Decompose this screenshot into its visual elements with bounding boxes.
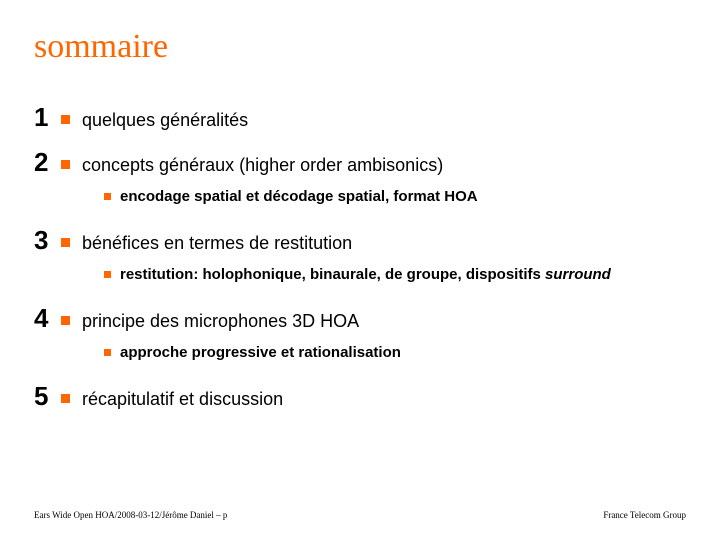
sub-item-label: encodage spatial et décodage spatial, fo… — [120, 188, 478, 205]
sub-text-italic: surround — [545, 266, 611, 283]
slide-title: sommaire — [34, 28, 686, 66]
item-label: concepts généraux (higher order ambisoni… — [82, 155, 443, 176]
item-number: 2 — [34, 147, 53, 178]
square-bullet-icon — [104, 193, 111, 200]
item-label: récapitulatif et discussion — [82, 389, 283, 410]
sub-item-label: approche progressive et rationalisation — [120, 344, 401, 361]
square-bullet-icon — [104, 349, 111, 356]
sub-item-label: restitution: holophonique, binaurale, de… — [120, 266, 611, 283]
sub-item: restitution: holophonique, binaurale, de… — [104, 266, 686, 283]
slide-footer: Ears Wide Open HOA/2008-03-12/Jérôme Dan… — [34, 510, 686, 520]
item-number: 1 — [34, 102, 53, 133]
item-number: 5 — [34, 381, 53, 412]
toc-item: 3 bénéfices en termes de restitution res… — [34, 225, 686, 289]
footer-left: Ears Wide Open HOA/2008-03-12/Jérôme Dan… — [34, 510, 227, 520]
toc-item: 1 quelques généralités — [34, 102, 686, 133]
toc-item: 5 récapitulatif et discussion — [34, 381, 686, 412]
square-bullet-icon — [104, 271, 111, 278]
square-bullet-icon — [61, 394, 70, 403]
item-label: quelques généralités — [82, 110, 248, 131]
sub-text-plain: restitution: holophonique, binaurale, de… — [120, 266, 545, 283]
item-label: principe des microphones 3D HOA — [82, 311, 359, 332]
sub-item: encodage spatial et décodage spatial, fo… — [104, 188, 686, 205]
toc-item: 4 principe des microphones 3D HOA approc… — [34, 303, 686, 367]
square-bullet-icon — [61, 115, 70, 124]
item-number: 3 — [34, 225, 53, 256]
item-number: 4 — [34, 303, 53, 334]
square-bullet-icon — [61, 316, 70, 325]
item-label: bénéfices en termes de restitution — [82, 233, 352, 254]
toc-list: 1 quelques généralités 2 concepts généra… — [34, 102, 686, 412]
footer-right: France Telecom Group — [603, 510, 686, 520]
square-bullet-icon — [61, 238, 70, 247]
sub-item: approche progressive et rationalisation — [104, 344, 686, 361]
toc-item: 2 concepts généraux (higher order ambiso… — [34, 147, 686, 211]
square-bullet-icon — [61, 160, 70, 169]
